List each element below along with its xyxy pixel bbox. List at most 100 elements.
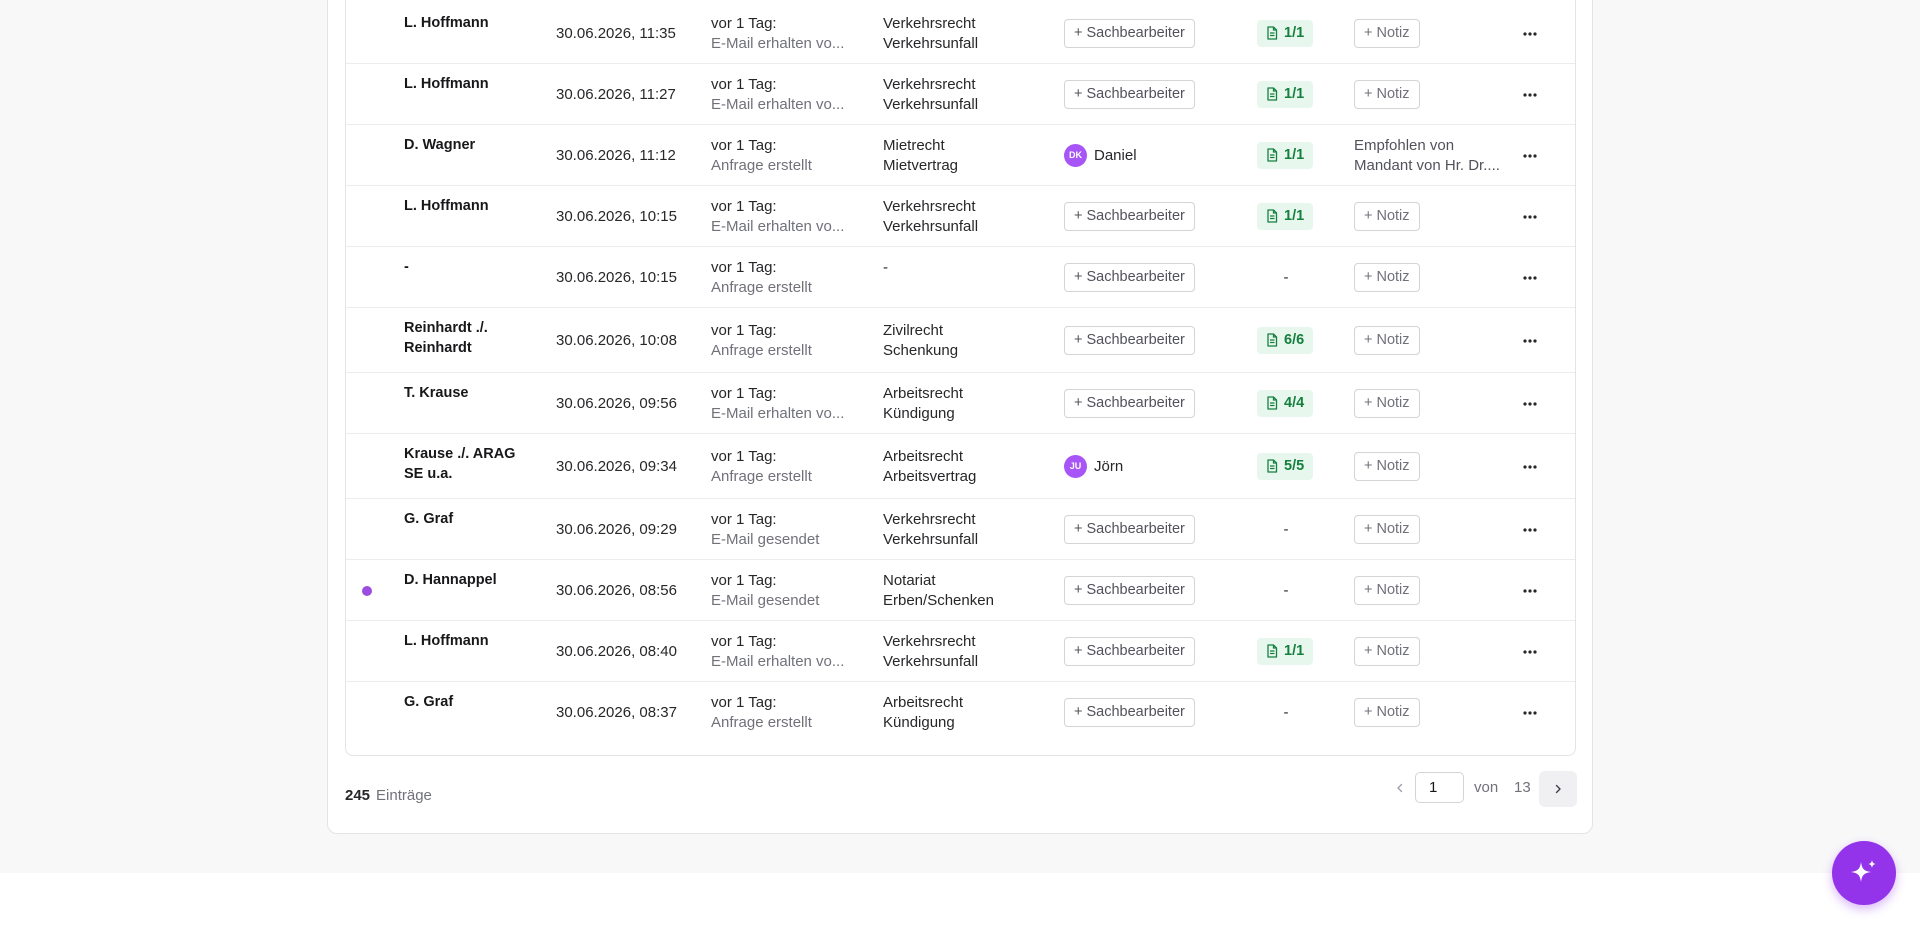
add-note-button[interactable]: + Notiz [1354,325,1420,355]
last-activity: vor 1 Tag: E-Mail erhalten vo... [711,197,844,237]
assignee-name: Daniel [1094,146,1137,164]
ai-assistant-button[interactable] [1832,841,1896,905]
legal-area: Zivilrecht Schenkung [883,321,958,361]
document-icon [1267,209,1278,223]
legal-area-main: Arbeitsrecht [883,447,964,465]
legal-area-sub: Schenkung [883,341,959,359]
add-note-button[interactable]: + Notiz [1354,201,1420,231]
add-note-button[interactable]: + Notiz [1354,575,1420,605]
created-date: 30.06.2026, 08:40 [556,642,677,660]
client-name: Krause ./. ARAG SE u.a. [404,446,516,482]
table-row[interactable]: D. Wagner 30.06.2026, 11:12 vor 1 Tag: Anfr… [346,125,1575,186]
note-text[interactable]: Empfohlen von Mandant von Hr. Dr.... [1354,136,1500,174]
add-assignee-button[interactable]: + Sachbearbeiter [1064,697,1195,727]
created-date: 30.06.2026, 09:56 [556,394,677,412]
documents-badge[interactable]: 5/5 [1257,452,1314,480]
table-row[interactable]: Krause ./. ARAG SE u.a. 30.06.2026, 09:34… [346,434,1575,499]
add-assignee-button[interactable]: + Sachbearbeiter [1064,636,1195,666]
documents-badge[interactable]: 1/1 [1257,637,1314,665]
add-note-button[interactable]: + Notiz [1354,636,1420,666]
document-icon [1267,396,1278,410]
legal-area: Verkehrsrecht Verkehrsunfall [883,632,978,672]
table-row[interactable]: L. Hoffmann 30.06.2026, 11:27 vor 1 Tag: E-… [346,64,1575,125]
prev-page-button[interactable] [1383,771,1417,805]
created-date: 30.06.2026, 09:34 [556,457,677,475]
leads-card: L. Hoffmann 30.06.2026, 11:35 vor 1 Tag: E-… [327,0,1593,834]
row-actions-button[interactable] [1518,579,1542,603]
add-note-button[interactable]: + Notiz [1354,18,1420,48]
legal-area-main: Verkehrsrecht [883,510,976,528]
documents-badge[interactable]: 4/4 [1257,389,1314,417]
documents-badge[interactable]: 1/1 [1257,80,1314,108]
activity-time: vor 1 Tag: [711,258,777,276]
row-actions-button[interactable] [1518,329,1542,353]
row-actions-button[interactable] [1518,144,1542,168]
client-name: L. Hoffmann [404,15,489,31]
row-actions-button[interactable] [1518,392,1542,416]
add-assignee-button[interactable]: + Sachbearbeiter [1064,388,1195,418]
add-assignee-button[interactable]: + Sachbearbeiter [1064,325,1195,355]
created-date: 30.06.2026, 09:29 [556,520,677,538]
table-row[interactable]: G. Graf 30.06.2026, 08:37 vor 1 Tag: Anfrag… [346,682,1575,743]
add-note-button[interactable]: + Notiz [1354,262,1420,292]
created-date: 30.06.2026, 11:12 [556,146,676,164]
row-actions-button[interactable] [1518,640,1542,664]
table-row[interactable]: T. Krause 30.06.2026, 09:56 vor 1 Tag: E-Ma… [346,373,1575,434]
table-row[interactable]: Reinhardt ./. Reinhardt 30.06.2026, 10:08… [346,308,1575,373]
activity-time: vor 1 Tag: [711,693,777,711]
row-actions-button[interactable] [1518,455,1542,479]
table-row[interactable]: L. Hoffmann 30.06.2026, 08:40 vor 1 Tag: E-… [346,621,1575,682]
document-icon [1267,26,1278,40]
document-icon [1267,644,1278,658]
next-page-button[interactable] [1539,771,1577,807]
row-actions-button[interactable] [1518,266,1542,290]
legal-area-main: Arbeitsrecht [883,693,964,711]
documents-count: 4/4 [1284,395,1305,411]
page-number-input[interactable] [1415,772,1464,803]
add-assignee-button[interactable]: + Sachbearbeiter [1064,262,1195,292]
documents-badge[interactable]: 1/1 [1257,141,1314,169]
assignee[interactable]: JU Jörn [1064,454,1123,478]
add-note-button[interactable]: + Notiz [1354,388,1420,418]
add-assignee-button[interactable]: + Sachbearbeiter [1064,79,1195,109]
table-row[interactable]: - 30.06.2026, 10:15 vor 1 Tag: Anfrage erst… [346,247,1575,308]
add-note-button[interactable]: + Notiz [1354,514,1420,544]
documents-empty: - [1283,703,1289,721]
entries-count: 245 Einträge [345,787,432,804]
row-actions-button[interactable] [1518,22,1542,46]
row-actions-button[interactable] [1518,83,1542,107]
assignee[interactable]: DK Daniel [1064,143,1137,167]
documents-empty: - [1283,520,1289,538]
table-row[interactable]: G. Graf 30.06.2026, 09:29 vor 1 Tag: E-Mail… [346,499,1575,560]
total-pages: 13 [1514,779,1531,796]
more-horizontal-icon [1523,588,1537,593]
row-actions-button[interactable] [1518,205,1542,229]
documents-empty: - [1283,268,1289,286]
documents-badge[interactable]: 6/6 [1257,326,1314,354]
legal-area-sub: Kündigung [883,713,955,731]
documents-badge[interactable]: 1/1 [1257,19,1314,47]
table-row[interactable]: L. Hoffmann 30.06.2026, 10:15 vor 1 Tag: E-… [346,186,1575,247]
row-actions-button[interactable] [1518,518,1542,542]
add-note-button[interactable]: + Notiz [1354,79,1420,109]
add-note-button[interactable]: + Notiz [1354,451,1420,481]
documents-badge[interactable]: 1/1 [1257,202,1314,230]
legal-area: Arbeitsrecht Kündigung [883,384,963,424]
legal-area-main: Verkehrsrecht [883,14,976,32]
documents-count: 6/6 [1284,332,1305,348]
add-assignee-button[interactable]: + Sachbearbeiter [1064,575,1195,605]
add-assignee-button[interactable]: + Sachbearbeiter [1064,201,1195,231]
chevron-left-icon [1397,783,1403,793]
row-actions-button[interactable] [1518,701,1542,725]
activity-event: E-Mail erhalten vo... [711,34,845,52]
client-name: G. Graf [404,511,454,527]
last-activity: vor 1 Tag: E-Mail gesendet [711,571,819,611]
table-row[interactable]: L. Hoffmann 30.06.2026, 11:35 vor 1 Tag: E-… [346,3,1575,64]
add-assignee-button[interactable]: + Sachbearbeiter [1064,514,1195,544]
add-note-button[interactable]: + Notiz [1354,697,1420,727]
more-horizontal-icon [1523,92,1537,97]
avatar: JU [1064,454,1087,478]
add-assignee-button[interactable]: + Sachbearbeiter [1064,18,1195,48]
last-activity: vor 1 Tag: Anfrage erstellt [711,321,812,361]
table-row[interactable]: D. Hannappel 30.06.2026, 08:56 vor 1 Tag: E… [346,560,1575,621]
